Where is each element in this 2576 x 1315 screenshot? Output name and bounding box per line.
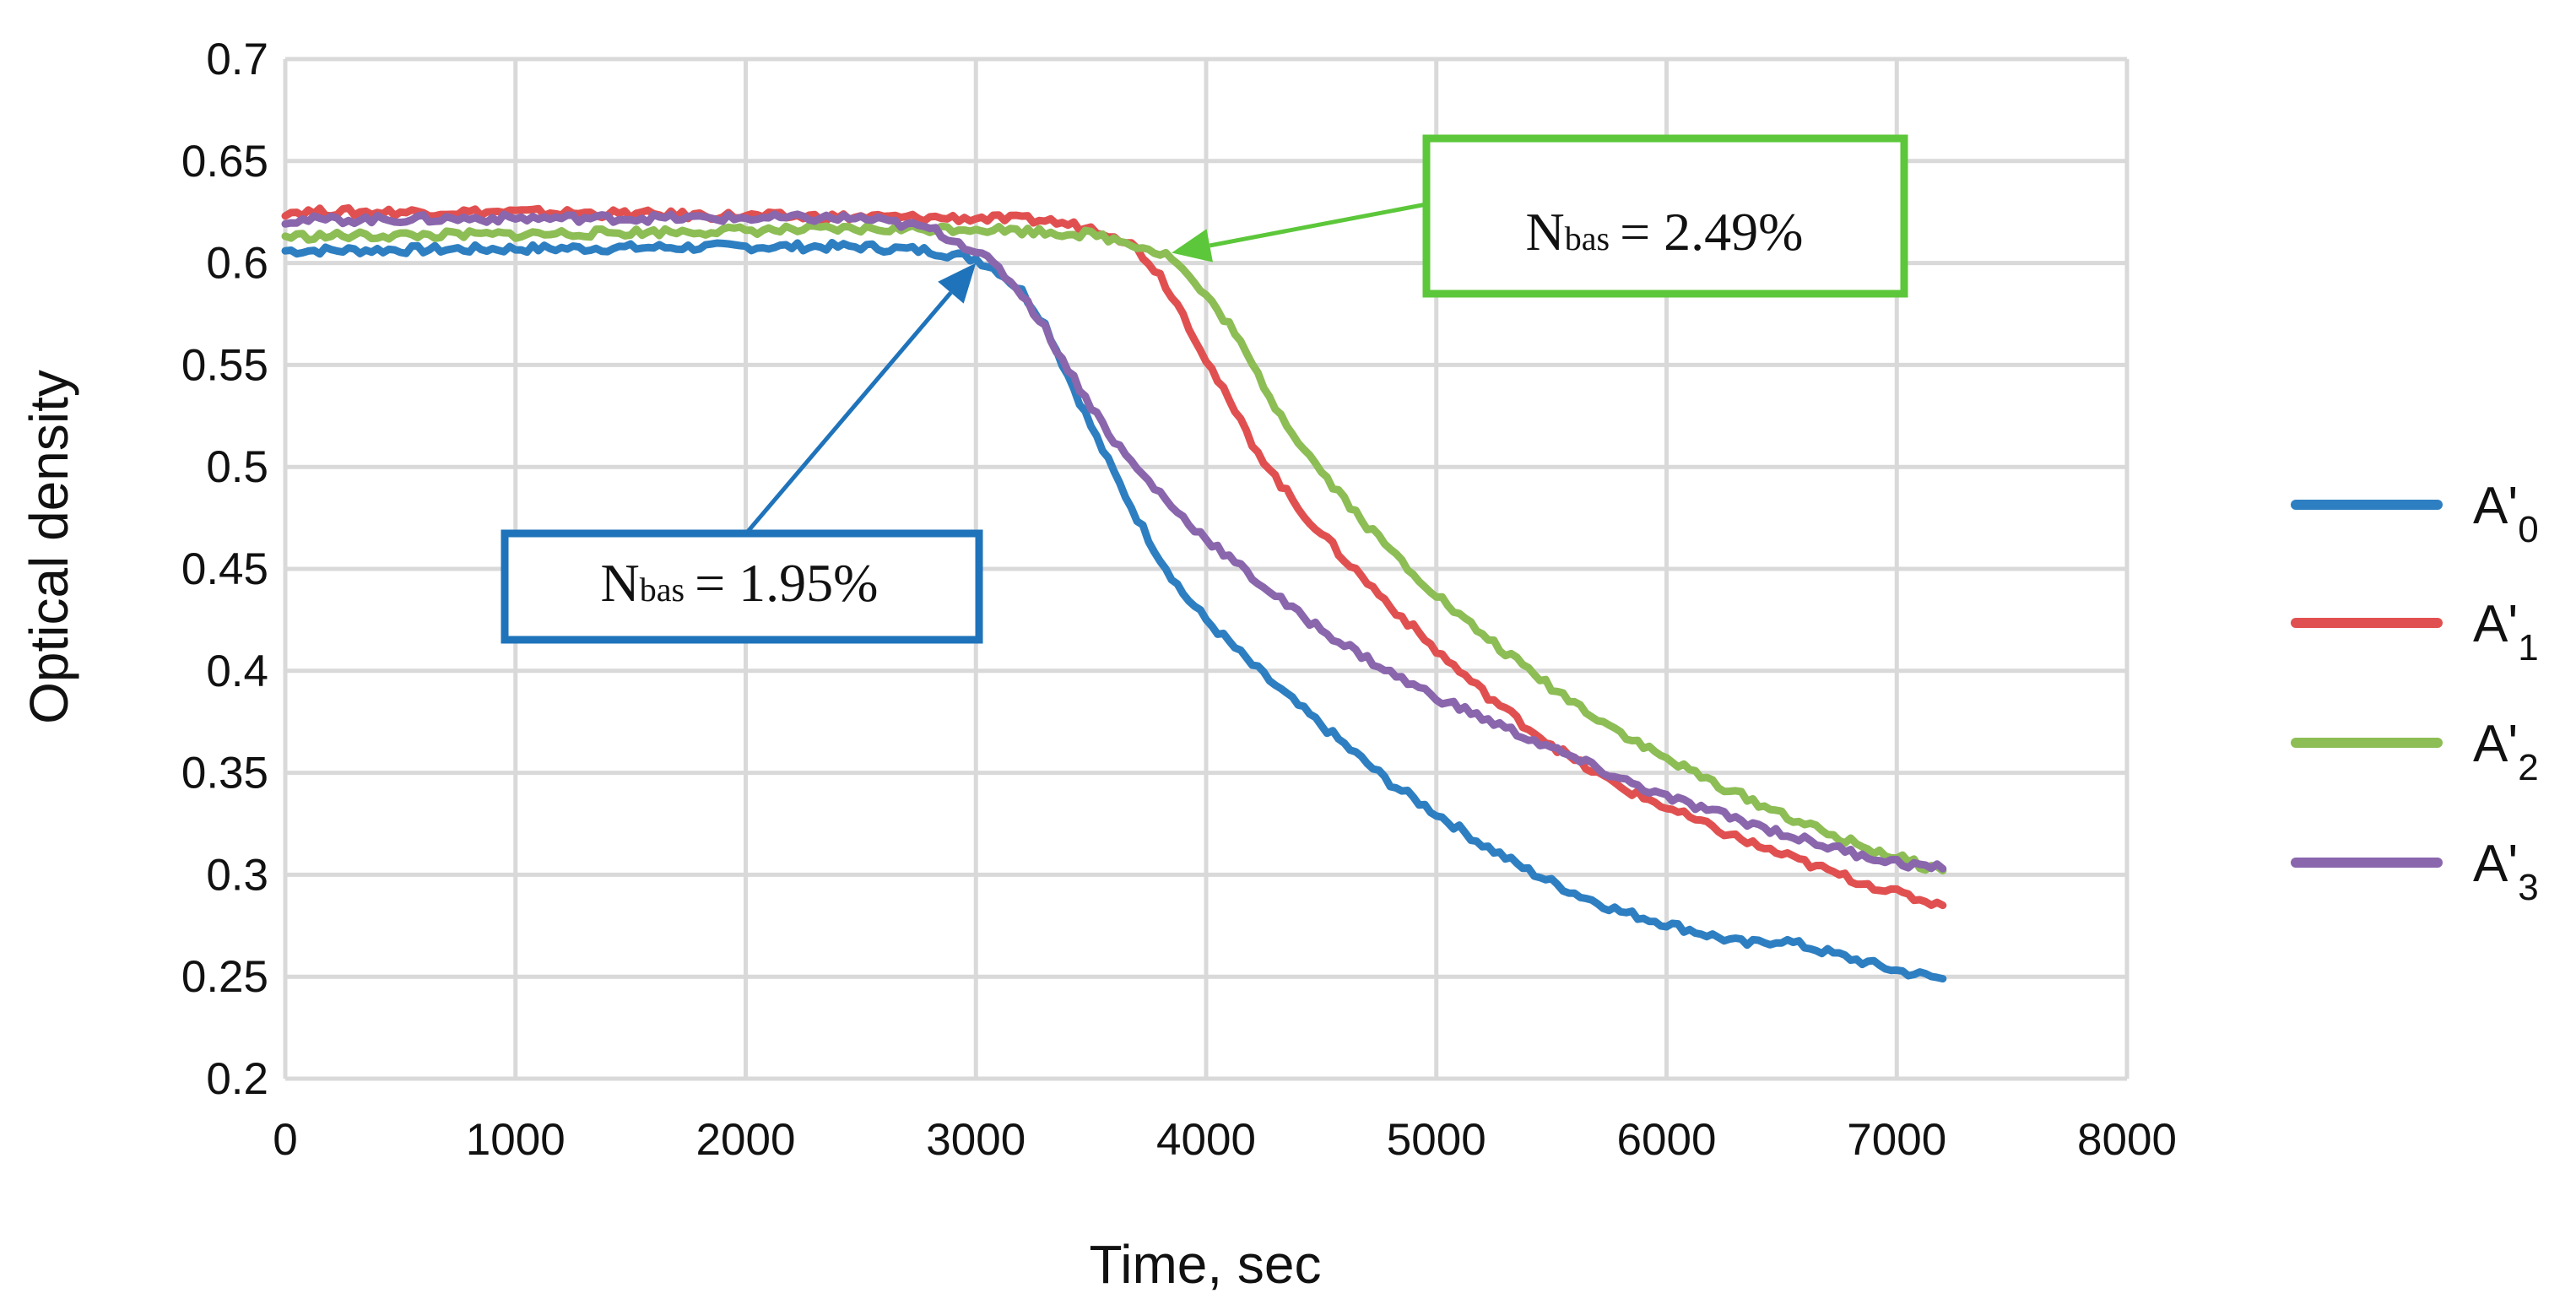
annotation-arrowhead-2 <box>1172 229 1213 262</box>
annotation-box-2 <box>1422 134 1908 298</box>
annotation-box-1 <box>501 529 983 644</box>
x-tick-label: 5000 <box>1387 1115 1486 1165</box>
legend-label-a0: A'0 <box>2473 477 2539 550</box>
x-tick-label: 7000 <box>1847 1115 1946 1165</box>
x-axis-title: Time, sec <box>1090 1234 1322 1295</box>
annotation-arrow-1 <box>744 291 953 535</box>
annotation-text-2: Nbas = 2.49% <box>1526 202 1804 262</box>
series-line-a3 <box>281 210 1947 873</box>
x-tick-label: 8000 <box>2077 1115 2177 1165</box>
legend-item-a0: A'0 <box>2291 477 2539 550</box>
legend-label-a2: A'2 <box>2473 715 2539 788</box>
y-axis-ticks: 0.2 0.25 0.3 0.35 0.4 0.45 0.5 0.55 0.6 0.65 0.7 <box>181 35 268 1104</box>
y-tick-label: 0.3 <box>206 850 268 900</box>
y-tick-label: 0.35 <box>181 749 268 798</box>
legend-label-a1: A'1 <box>2473 595 2539 668</box>
annotation-arrow-2 <box>1209 202 1427 248</box>
x-axis-ticks: 0 1000 2000 3000 4000 5000 6000 7000 8000 <box>273 1115 2177 1165</box>
y-tick-label: 0.6 <box>206 239 268 289</box>
x-tick-label: 4000 <box>1156 1115 1256 1165</box>
x-tick-label: 1000 <box>466 1115 566 1165</box>
series-lines <box>281 204 1947 983</box>
legend-item-a1: A'1 <box>2291 595 2539 668</box>
legend-label-a3: A'3 <box>2473 835 2539 908</box>
y-tick-label: 0.55 <box>181 340 268 390</box>
series-line-a2 <box>281 222 1947 875</box>
annotation-nbas-1: Nbas = 1.95% <box>501 262 983 644</box>
y-tick-label: 0.2 <box>206 1054 268 1104</box>
y-tick-label: 0.5 <box>206 442 268 492</box>
x-tick-label: 3000 <box>926 1115 1026 1165</box>
x-tick-label: 0 <box>273 1115 297 1165</box>
y-tick-label: 0.4 <box>206 647 268 696</box>
annotation-arrowhead-1 <box>938 262 977 304</box>
legend: A'0 A'1 A'2 A'3 <box>2291 477 2539 908</box>
legend-item-a2: A'2 <box>2291 715 2539 788</box>
y-tick-label: 0.65 <box>181 137 268 187</box>
annotation-text-1: Nbas = 1.95% <box>601 553 879 613</box>
y-tick-label: 0.7 <box>206 35 268 84</box>
annotation-nbas-2: Nbas = 2.49% <box>1172 134 1908 298</box>
legend-item-a3: A'3 <box>2291 835 2539 908</box>
y-tick-label: 0.25 <box>181 952 268 1002</box>
y-tick-label: 0.45 <box>181 544 268 594</box>
y-axis-title: Optical density <box>19 370 79 724</box>
x-tick-label: 6000 <box>1617 1115 1717 1165</box>
x-tick-label: 2000 <box>696 1115 796 1165</box>
series-line-a0 <box>281 239 1947 983</box>
